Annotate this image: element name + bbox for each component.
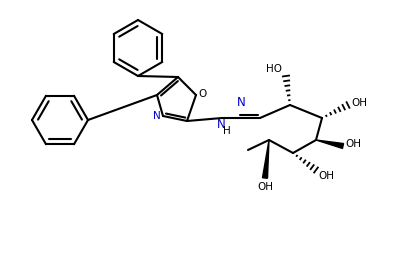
Text: OH: OH <box>318 171 334 181</box>
Text: HO: HO <box>266 64 282 74</box>
Text: N: N <box>237 96 246 109</box>
Text: OH: OH <box>345 139 361 149</box>
Text: O: O <box>198 89 206 99</box>
Polygon shape <box>316 140 344 148</box>
Text: OH: OH <box>257 182 273 192</box>
Text: OH: OH <box>351 98 367 108</box>
Text: H: H <box>223 126 231 136</box>
Text: N: N <box>153 111 161 121</box>
Polygon shape <box>263 140 269 178</box>
Text: N: N <box>217 118 225 132</box>
